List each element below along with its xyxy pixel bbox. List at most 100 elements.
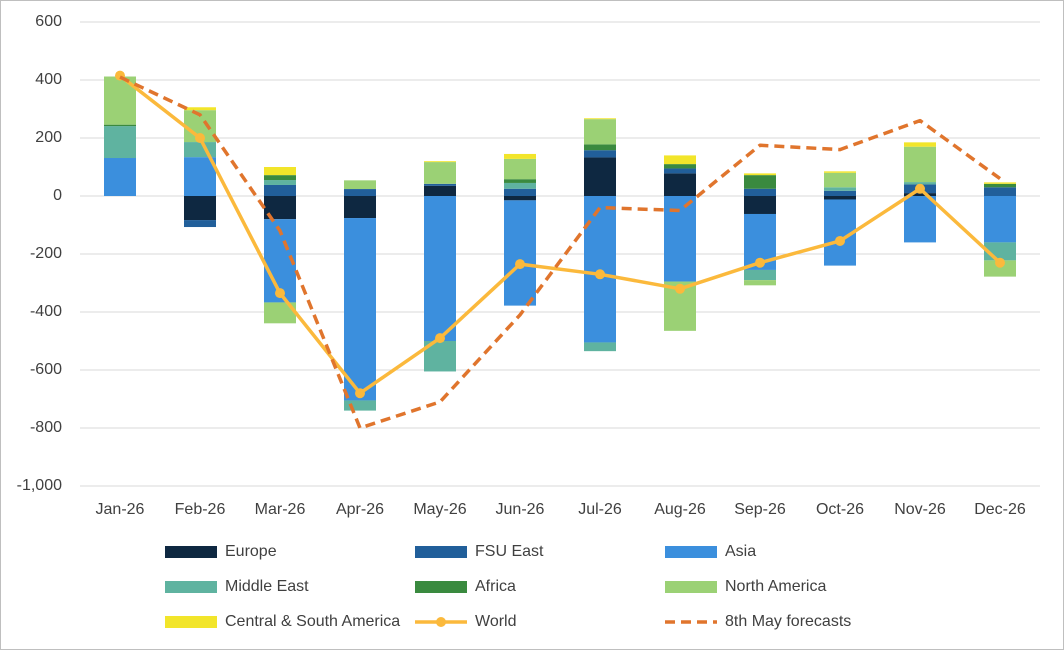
bar-segment: [824, 196, 856, 200]
x-tick-label: Aug-26: [654, 501, 706, 518]
line-marker: [835, 235, 845, 246]
bar-segment: [744, 269, 776, 281]
bar-segment: [184, 142, 216, 158]
x-tick-label: Nov-26: [894, 501, 946, 518]
line-marker: [515, 259, 525, 270]
y-tick-label: 200: [35, 129, 62, 146]
bar-segment: [824, 187, 856, 191]
y-tick-label: -600: [30, 361, 62, 378]
bar-segment: [424, 162, 456, 184]
bar-segment: [744, 280, 776, 286]
y-tick-label: 600: [35, 13, 62, 30]
x-tick-label: May-26: [413, 501, 466, 518]
bar-segment: [744, 175, 776, 189]
bar-segment: [744, 173, 776, 176]
bar-segment: [104, 158, 136, 196]
bar-segment: [584, 118, 616, 120]
line-marker: [195, 133, 205, 143]
bar-segment: [904, 196, 936, 243]
bar-segment: [504, 179, 536, 183]
bar-segment: [264, 184, 296, 196]
bar-segment: [904, 193, 936, 196]
legend-swatch: [665, 546, 717, 558]
bar-segment: [504, 200, 536, 306]
bar-segment: [584, 157, 616, 196]
bar-segment: [104, 124, 136, 127]
bar-segment: [184, 107, 216, 111]
legend-label: Europe: [225, 543, 277, 560]
bar-segment: [424, 161, 456, 163]
bar-segment: [424, 183, 456, 186]
x-tick-label: Jan-26: [96, 501, 145, 518]
line-marker: [275, 288, 285, 299]
bar-segment: [264, 196, 296, 220]
legend-swatch: [665, 581, 717, 593]
bar-segment: [504, 153, 536, 159]
bar-segment: [184, 196, 216, 221]
bar-segment: [984, 260, 1016, 277]
legend-label: Middle East: [225, 578, 309, 595]
y-tick-label: -800: [30, 419, 62, 436]
bar-segment: [984, 187, 1016, 196]
bar-segment: [664, 155, 696, 165]
legend-label: Central & South America: [225, 613, 400, 630]
legend-label: 8th May forecasts: [725, 613, 851, 630]
bar-segment: [824, 172, 856, 188]
bar-segment: [904, 142, 936, 147]
bar-segment: [744, 188, 776, 196]
x-tick-label: Oct-26: [816, 501, 864, 518]
legend-label: Asia: [725, 543, 756, 560]
legend-label: World: [475, 613, 517, 630]
line-series: [118, 74, 1002, 395]
bar-segment: [584, 342, 616, 352]
legend-swatch: [165, 546, 217, 558]
bar-segment: [664, 173, 696, 196]
line-marker: [595, 269, 605, 280]
legend-label: North America: [725, 578, 826, 595]
bar-segment: [104, 126, 136, 159]
bar-segment: [584, 144, 616, 151]
bar-segment: [344, 189, 376, 196]
x-tick-label: Feb-26: [175, 501, 226, 518]
bar-segment: [344, 218, 376, 401]
bar-segment: [264, 175, 296, 181]
line-marker: [915, 183, 925, 194]
legend-marker: [436, 617, 446, 627]
y-tick-label: -200: [30, 245, 62, 262]
bar-segment: [184, 220, 216, 228]
y-tick-label: -1,000: [17, 477, 62, 494]
bar-segment: [424, 185, 456, 196]
legend-label: FSU East: [475, 543, 544, 560]
bar-segment: [264, 302, 296, 324]
line-marker: [355, 388, 365, 399]
x-tick-label: Mar-26: [255, 501, 306, 518]
bar-segment: [424, 196, 456, 341]
bar-segment: [904, 146, 936, 183]
bar-segment: [504, 188, 536, 196]
bar-segment: [664, 168, 696, 174]
bar-segment: [264, 180, 296, 185]
legend-swatch: [415, 546, 467, 558]
legend-swatch: [165, 581, 217, 593]
y-tick-label: 0: [53, 187, 62, 204]
bar-segment: [264, 167, 296, 176]
bar-segment: [824, 190, 856, 196]
bar-segment: [824, 171, 856, 173]
bar-segment: [344, 400, 376, 411]
x-tick-label: Dec-26: [974, 501, 1026, 518]
legend-swatch: [415, 581, 467, 593]
legend-swatch: [165, 616, 217, 628]
line-marker: [675, 283, 685, 294]
bar-segment: [904, 182, 936, 185]
y-tick-label: -400: [30, 303, 62, 320]
bar-segment: [664, 164, 696, 169]
x-tick-label: Jul-26: [578, 501, 622, 518]
line-marker: [435, 333, 445, 344]
bar-segment: [984, 182, 1016, 184]
bar-segment: [504, 182, 536, 189]
bar-segment: [664, 196, 696, 282]
x-tick-label: Sep-26: [734, 501, 786, 518]
bar-segment: [504, 158, 536, 180]
